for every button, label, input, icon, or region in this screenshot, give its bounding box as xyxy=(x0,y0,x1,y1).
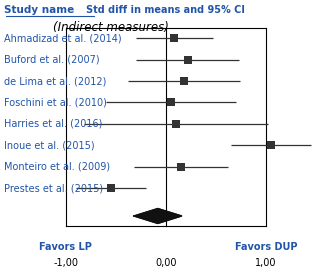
Text: Monteiro et al. (2009): Monteiro et al. (2009) xyxy=(4,162,110,172)
Text: (Indirect measures): (Indirect measures) xyxy=(53,21,169,34)
Text: Study name: Study name xyxy=(4,5,74,15)
Text: Buford et al. (2007): Buford et al. (2007) xyxy=(4,55,99,65)
Text: Inoue et al. (2015): Inoue et al. (2015) xyxy=(4,140,94,150)
Text: Harries et al. (2016): Harries et al. (2016) xyxy=(4,119,102,129)
Text: Foschini et al. (2010): Foschini et al. (2010) xyxy=(4,97,107,107)
Text: Favors LP: Favors LP xyxy=(39,242,92,252)
Text: de Lima et al. (2012): de Lima et al. (2012) xyxy=(4,76,106,86)
Polygon shape xyxy=(134,209,182,224)
Text: Ahmadizad et al. (2014): Ahmadizad et al. (2014) xyxy=(4,33,121,43)
Text: Prestes et al. (2015): Prestes et al. (2015) xyxy=(4,183,103,193)
Text: Std diff in means and 95% CI: Std diff in means and 95% CI xyxy=(86,5,245,15)
Text: Favors DUP: Favors DUP xyxy=(235,242,297,252)
